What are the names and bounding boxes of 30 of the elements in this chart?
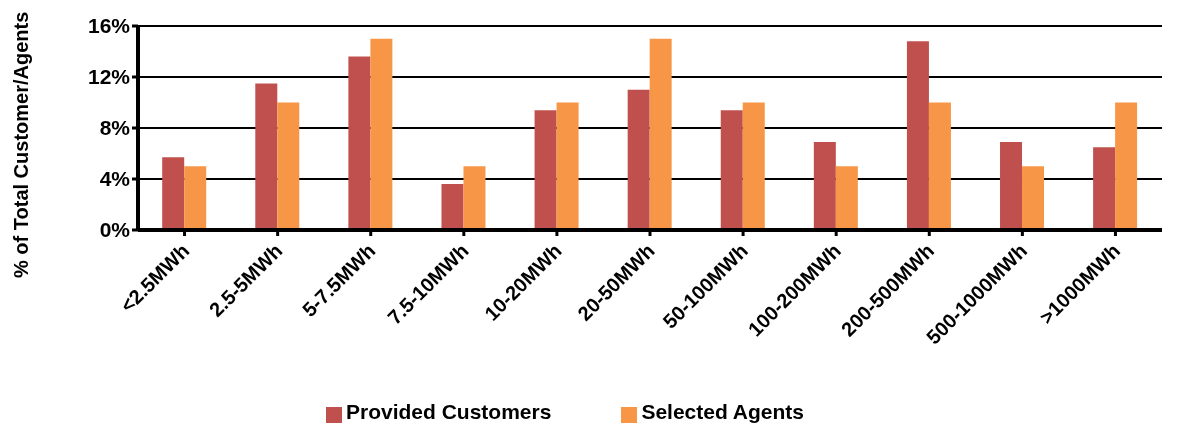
bar xyxy=(184,166,207,230)
bar xyxy=(277,102,300,230)
bar xyxy=(1115,102,1138,230)
bar xyxy=(534,110,557,230)
bar xyxy=(370,38,393,230)
bar xyxy=(348,56,371,230)
y-tick-label: 8% xyxy=(99,116,131,140)
y-tick-label: 4% xyxy=(99,167,131,191)
bar xyxy=(556,102,579,230)
bar xyxy=(720,110,743,230)
bar xyxy=(1022,166,1045,230)
bar xyxy=(813,142,836,230)
bar xyxy=(835,166,858,230)
bar xyxy=(463,166,486,230)
bar xyxy=(1000,142,1023,230)
bar xyxy=(742,102,765,230)
bar xyxy=(441,184,464,230)
bar xyxy=(649,38,672,230)
y-tick-label: 12% xyxy=(87,65,131,89)
bar xyxy=(1093,147,1116,230)
legend-label: Provided Customers xyxy=(346,400,552,423)
bar xyxy=(906,41,929,230)
y-tick-label: 0% xyxy=(99,218,131,242)
y-axis-title: % of Total Customer/Agents xyxy=(10,11,33,278)
bar xyxy=(162,157,185,230)
bar xyxy=(928,102,951,230)
bar xyxy=(255,83,278,230)
legend-label: Selected Agents xyxy=(641,400,804,423)
bar xyxy=(627,89,650,230)
y-tick-label: 16% xyxy=(87,14,131,38)
